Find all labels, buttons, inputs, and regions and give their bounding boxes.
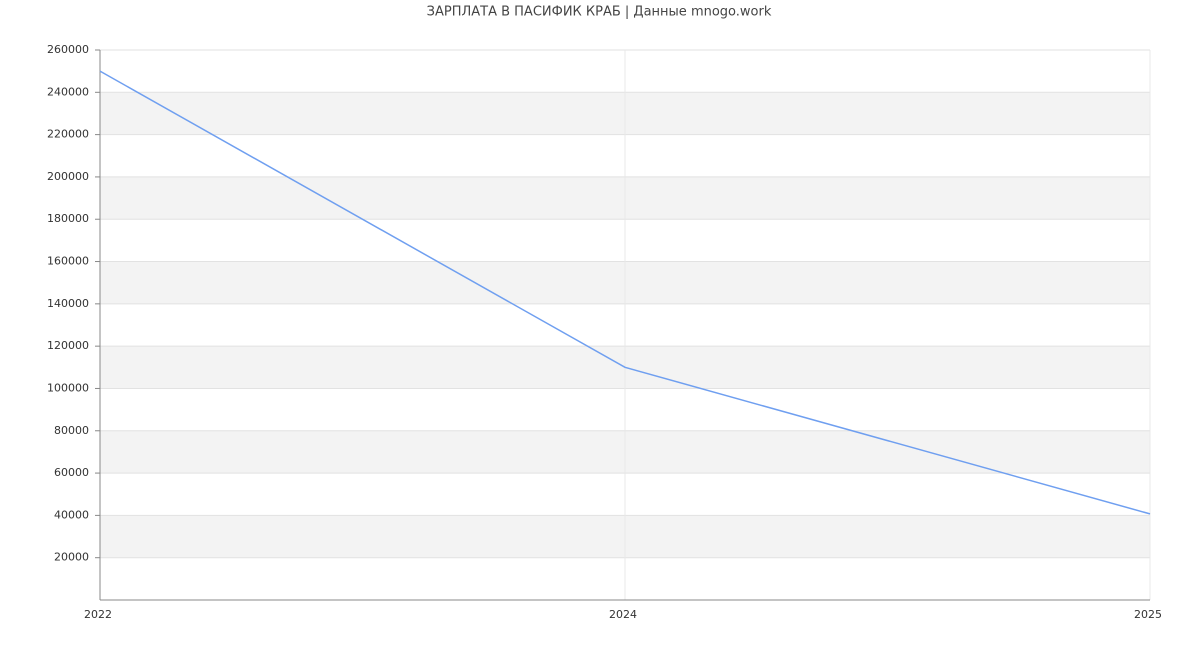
y-tick-label: 20000	[54, 551, 89, 564]
y-tick-label: 80000	[54, 424, 89, 437]
y-tick-label: 160000	[47, 255, 89, 268]
x-tick-label: 2022	[84, 608, 112, 621]
y-tick-label: 200000	[47, 170, 89, 183]
y-tick-label: 100000	[47, 381, 89, 394]
y-tick-label: 140000	[47, 297, 89, 310]
y-tick-label: 220000	[47, 128, 89, 141]
y-tick-label: 60000	[54, 466, 89, 479]
y-tick-label: 180000	[47, 212, 89, 225]
y-tick-label: 40000	[54, 508, 89, 521]
y-tick-label: 240000	[47, 85, 89, 98]
x-tick-label: 2024	[609, 608, 637, 621]
y-tick-label: 120000	[47, 339, 89, 352]
x-tick-label: 2025	[1134, 608, 1162, 621]
chart-title: ЗАРПЛАТА В ПАСИФИК КРАБ | Данные mnogo.w…	[427, 5, 772, 20]
data-line	[99, 70, 1151, 515]
y-tick-label: 260000	[47, 43, 89, 56]
